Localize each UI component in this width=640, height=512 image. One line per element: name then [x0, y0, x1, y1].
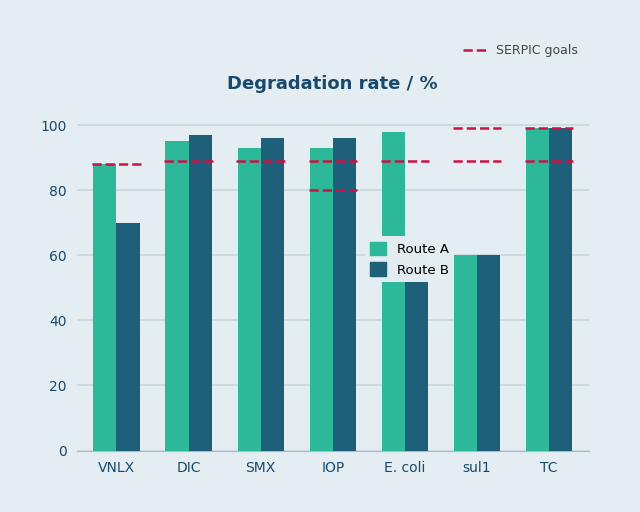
Bar [477, 255, 500, 451]
Bar [454, 255, 477, 451]
Bar [93, 164, 116, 451]
Bar [116, 223, 140, 451]
Bar [237, 148, 260, 451]
Bar [526, 129, 549, 451]
Bar [260, 138, 284, 451]
Bar [382, 132, 405, 451]
Title: Degradation rate / %: Degradation rate / % [227, 75, 438, 93]
Bar [310, 148, 333, 451]
Bar [549, 129, 572, 451]
Bar [189, 135, 212, 451]
Bar [333, 138, 356, 451]
Bar [405, 255, 428, 451]
Bar [166, 141, 189, 451]
Legend: SERPIC goals: SERPIC goals [458, 39, 582, 62]
